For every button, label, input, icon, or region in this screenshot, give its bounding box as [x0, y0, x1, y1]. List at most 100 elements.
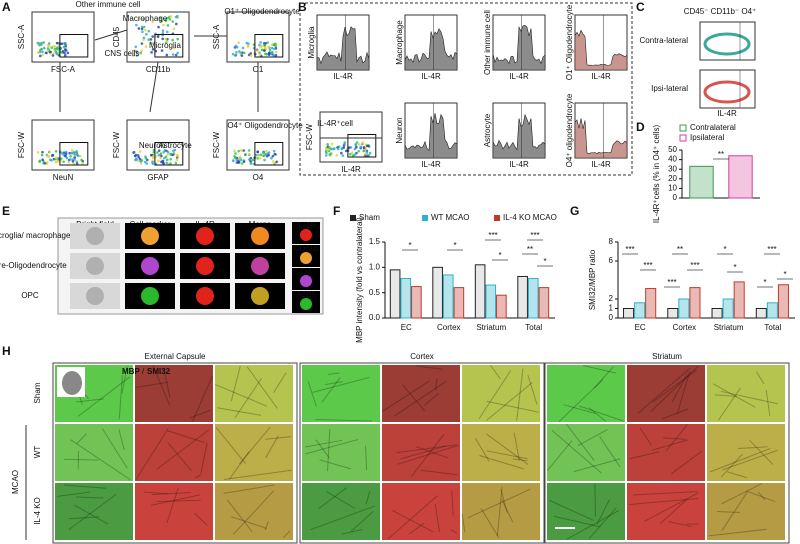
flow-dots [75, 150, 78, 153]
fiber [596, 499, 610, 525]
flow-dots [235, 158, 238, 162]
flow-dots [249, 52, 253, 55]
panel-b-frame [299, 2, 633, 176]
fiber [553, 515, 601, 528]
flow-dots [38, 54, 42, 58]
fiber [283, 530, 291, 539]
flow-dots [256, 150, 259, 154]
flow-dots [36, 150, 40, 154]
flow-dots [144, 45, 148, 48]
flow-dots [142, 38, 145, 42]
marker-label: CD11b [294, 244, 319, 253]
flow-dots [51, 54, 55, 57]
fiber [408, 522, 425, 535]
significance: *** [530, 231, 539, 240]
significance: * [408, 241, 411, 250]
flow-dots [233, 149, 236, 153]
flow-dots [362, 146, 366, 149]
fiber [549, 499, 595, 521]
y-tick-label: 0 [609, 313, 614, 322]
micrograph [627, 365, 705, 422]
flow-dots [173, 46, 176, 50]
fiber [496, 486, 503, 537]
fiber [588, 507, 617, 539]
flow-dots [272, 53, 276, 57]
region-title: External Capsule [145, 352, 206, 361]
row-label: WT [33, 446, 42, 459]
cell [141, 227, 159, 245]
cell [141, 257, 159, 275]
flow-dots [160, 49, 164, 52]
flow-dots [357, 149, 360, 153]
fiber [167, 430, 205, 443]
flow-dots [234, 44, 238, 48]
flow-dots [235, 161, 239, 164]
flow-dots [165, 40, 169, 43]
flow-dots [335, 154, 339, 157]
flow-dots [41, 158, 44, 161]
flow-dots [138, 157, 142, 161]
fiber [583, 365, 617, 374]
flow-dots [264, 149, 268, 153]
bar [389, 269, 401, 319]
flow-dots [165, 30, 169, 34]
flow-dots [73, 158, 76, 161]
flow-dots [235, 51, 238, 54]
fiber [194, 512, 208, 526]
flow-dots [245, 41, 249, 45]
fiber [710, 447, 771, 473]
flow-dots [326, 143, 329, 146]
micrograph [215, 424, 293, 481]
axis-label: SSC-A [212, 24, 221, 49]
fiber [223, 469, 292, 481]
flow-plot [226, 11, 290, 63]
flow-dots [147, 29, 151, 33]
fiber [234, 378, 262, 419]
fiber [558, 379, 604, 423]
arrow [94, 29, 128, 41]
histogram-title: Astrocyte [483, 113, 492, 147]
flow-dots [364, 152, 367, 156]
flow-dots [355, 151, 358, 155]
flow-dots [139, 162, 143, 165]
flow-dots [270, 156, 273, 160]
significance: * [733, 263, 736, 272]
flow-dots [267, 153, 270, 157]
flow-dots [171, 38, 174, 42]
bar [400, 277, 412, 319]
bar [645, 288, 657, 319]
significance: *** [625, 245, 634, 254]
flow-dots [248, 152, 251, 156]
flow-dots [263, 158, 266, 162]
y-tick-label: 1 [609, 304, 614, 313]
histogram [574, 118, 628, 159]
fiber [632, 490, 698, 496]
flow-dots [42, 46, 46, 50]
legend-swatch [422, 215, 428, 221]
flow-dots [259, 153, 263, 157]
fiber [325, 381, 343, 386]
flow-dots [168, 18, 172, 21]
region-frame [299, 362, 545, 544]
bar [728, 155, 753, 199]
fiber [328, 372, 340, 375]
flow-dots [55, 51, 58, 55]
axis-label: SSC-A [17, 24, 26, 49]
axis-label: NeuN [53, 173, 74, 182]
flow-dots [258, 43, 261, 47]
axis-label: GFAP [147, 173, 168, 182]
flow-dots [134, 45, 138, 49]
flow-dots [361, 141, 365, 144]
fiber [118, 375, 123, 420]
significance: * [723, 245, 726, 254]
y-tick-label: 2 [609, 294, 614, 303]
flow-dots [141, 30, 144, 34]
cell [86, 287, 104, 305]
fiber [321, 377, 341, 403]
gate-label: Astrocyte [158, 141, 192, 150]
fiber [216, 407, 262, 416]
micrograph [547, 483, 625, 540]
flow-dots [161, 161, 165, 164]
flow-dots [234, 53, 238, 57]
panel-label: B [298, 0, 307, 14]
